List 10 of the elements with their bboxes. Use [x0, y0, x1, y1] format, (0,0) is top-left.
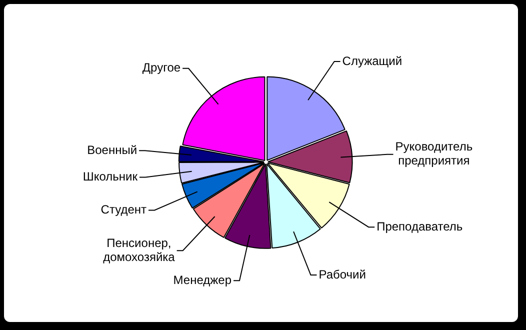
slice-label: Другое [142, 60, 181, 75]
slice-label: Студент [100, 202, 147, 217]
slice-label: Пенсионер, домохозяйка [103, 236, 176, 264]
slice-label: Школьник [82, 170, 138, 184]
slice-label: Менеджер [173, 272, 232, 287]
slice-label: Служащий [342, 54, 402, 68]
slice-label: Руководитель предприятия [395, 140, 473, 168]
slice-label: Преподаватель [376, 219, 463, 234]
slice-label: Военный [87, 142, 138, 157]
slice-label: Рабочий [318, 267, 366, 282]
